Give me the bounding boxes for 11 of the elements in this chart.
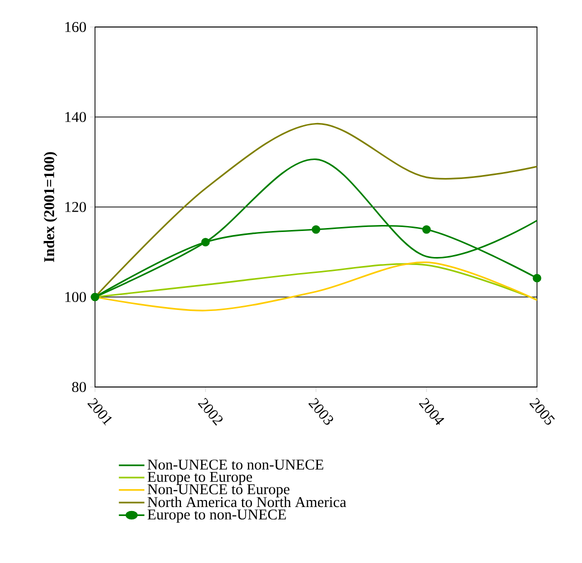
legend-label: Non-UNECE to Europe [148, 484, 290, 498]
y-tick-label: 160 [65, 22, 86, 32]
y-tick-label: 120 [65, 202, 86, 212]
legend-label: Europe to non-UNECE [148, 509, 286, 523]
y-axis-title: Index (2001=100) [44, 152, 58, 262]
y-tick-label: 100 [65, 292, 86, 302]
y-tick-label: 140 [65, 112, 86, 122]
legend-label: Non-UNECE to non-UNECE [148, 460, 324, 470]
legend-label: Europe to Europe [148, 472, 252, 485]
y-tick-label: 80 [72, 382, 86, 392]
legend-label: North America to North America [148, 496, 346, 508]
